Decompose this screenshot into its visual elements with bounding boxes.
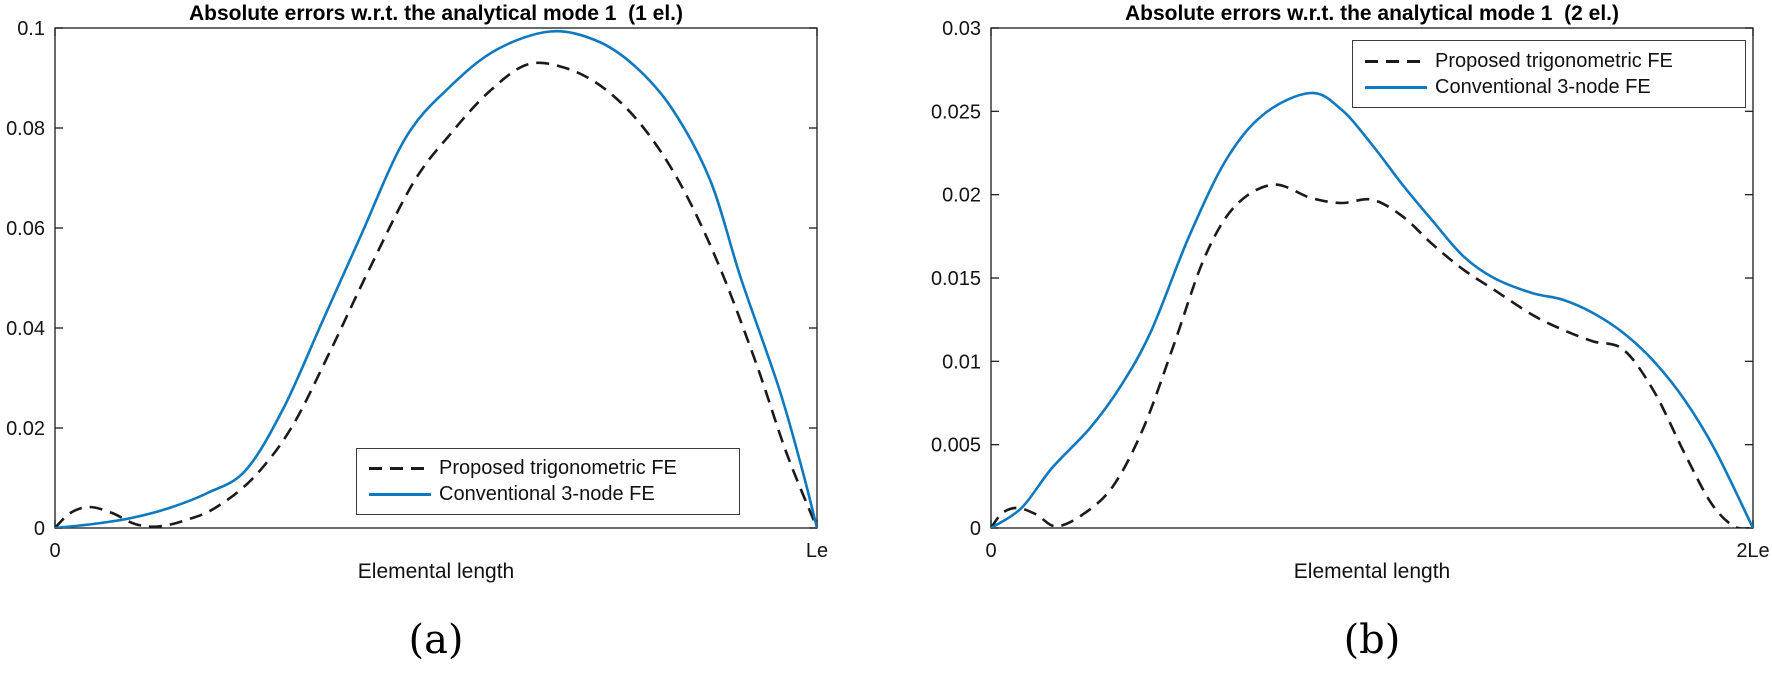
svg-text:Le: Le xyxy=(806,540,828,562)
legend-entry: Proposed trigonometric FE xyxy=(1365,50,1745,73)
plot-b-xlabel: Elemental length xyxy=(1293,560,1451,583)
plot-a-title: Absolute errors w.r.t. the analytical mo… xyxy=(188,2,684,25)
legend-label: Conventional 3-node FE xyxy=(439,483,655,505)
solid-line-sample xyxy=(1365,85,1427,89)
svg-text:0.02: 0.02 xyxy=(6,418,45,440)
legend-entry: Conventional 3-node FE xyxy=(369,483,739,506)
dashed-line-sample xyxy=(369,467,431,470)
dashed-line-sample xyxy=(1365,59,1427,63)
plot-a-xlabel: Elemental length xyxy=(357,560,515,583)
svg-text:0.005: 0.005 xyxy=(931,435,981,457)
svg-text:0.01: 0.01 xyxy=(942,351,981,373)
svg-text:2Le: 2Le xyxy=(1736,540,1769,562)
svg-text:0: 0 xyxy=(49,540,60,562)
svg-text:0: 0 xyxy=(34,518,45,540)
legend-entry: Conventional 3-node FE xyxy=(1365,76,1745,99)
solid-line-sample xyxy=(369,493,431,496)
svg-text:0.03: 0.03 xyxy=(942,18,981,40)
legend-label: Conventional 3-node FE xyxy=(1435,75,1651,98)
subfigure-caption-b: (b) xyxy=(1343,617,1401,663)
svg-text:0: 0 xyxy=(985,540,996,562)
svg-text:0.015: 0.015 xyxy=(931,268,981,290)
legend-plot-a: Proposed trigonometric FE Conventional 3… xyxy=(356,448,740,515)
plot-b-axes: 0 0.005 0.01 0.015 0.02 0.025 0.03 0 2Le xyxy=(931,18,1770,562)
svg-text:0.08: 0.08 xyxy=(6,118,45,140)
legend-entry: Proposed trigonometric FE xyxy=(369,457,739,480)
svg-text:0.025: 0.025 xyxy=(931,101,981,123)
subfigure-caption-a: (a) xyxy=(408,617,464,663)
plot-a-axes: 0 0.02 0.04 0.06 0.08 0.1 0 Le xyxy=(6,18,828,562)
svg-text:0.1: 0.1 xyxy=(17,18,45,40)
plot-b-title: Absolute errors w.r.t. the analytical mo… xyxy=(1124,2,1620,25)
legend-label: Proposed trigonometric FE xyxy=(1435,49,1673,72)
svg-text:0: 0 xyxy=(970,518,981,540)
legend-label: Proposed trigonometric FE xyxy=(439,457,677,479)
legend-plot-b: Proposed trigonometric FE Conventional 3… xyxy=(1352,40,1746,108)
svg-text:0.02: 0.02 xyxy=(942,185,981,207)
svg-text:0.06: 0.06 xyxy=(6,218,45,240)
svg-text:0.04: 0.04 xyxy=(6,318,45,340)
